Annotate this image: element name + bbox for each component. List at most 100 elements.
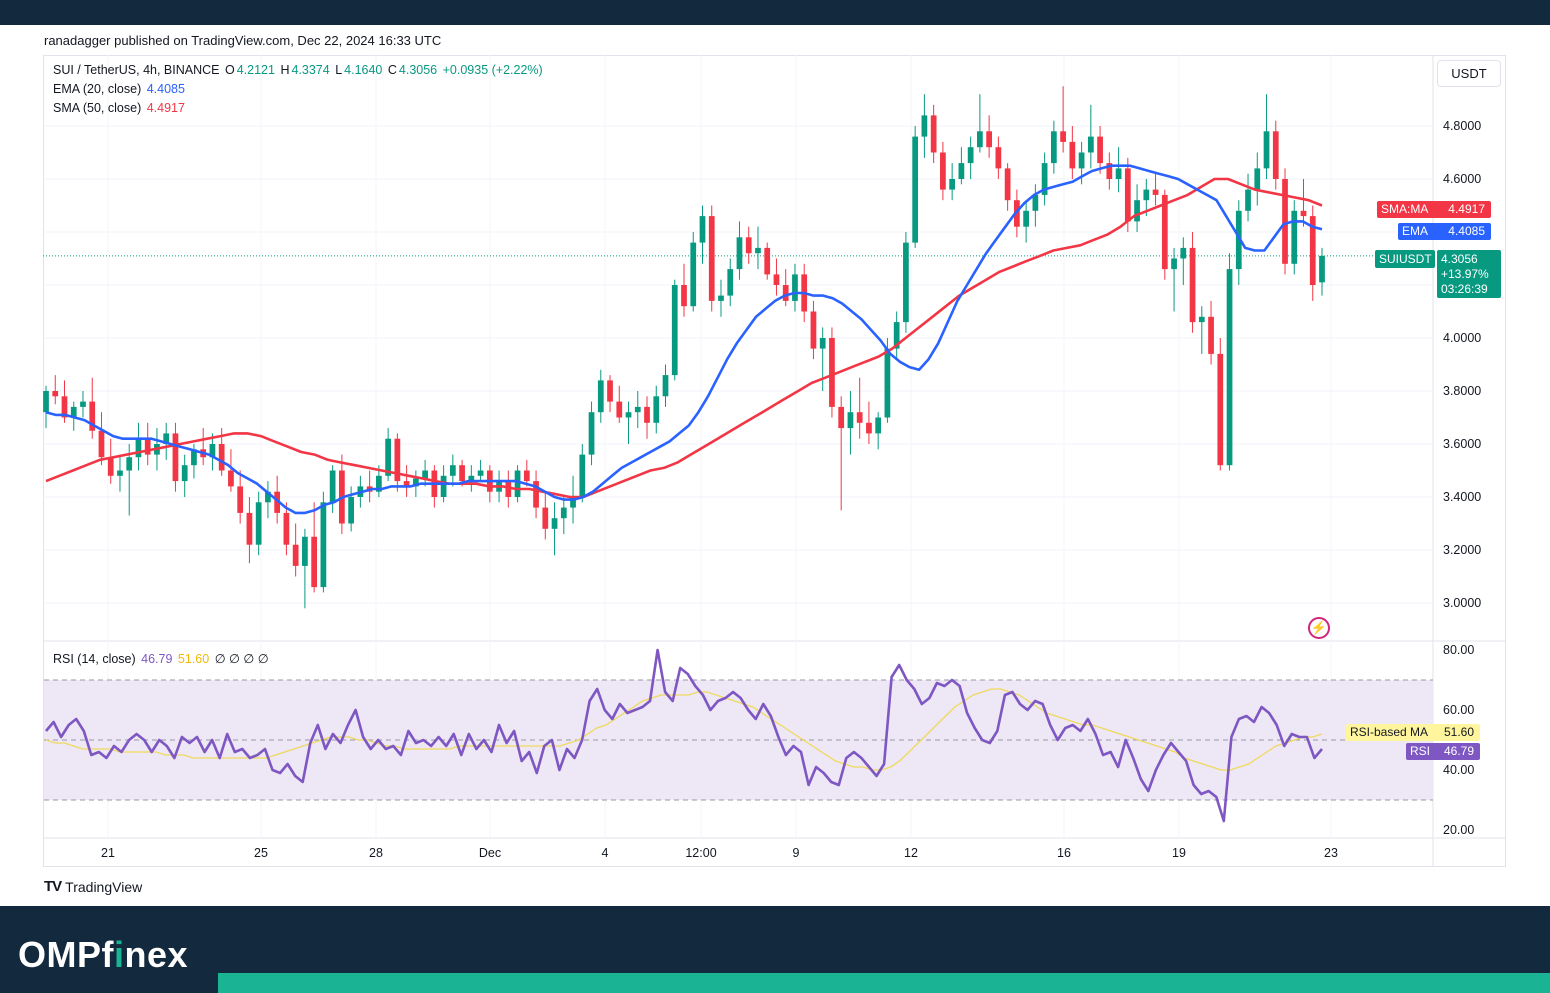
candle — [1087, 136, 1094, 153]
candle — [1014, 200, 1020, 227]
candle — [1180, 247, 1187, 259]
candle — [1060, 131, 1066, 142]
legend-change: +0.0935 (+2.22%) — [442, 63, 543, 77]
footer-stripe — [218, 973, 1550, 993]
candle — [1226, 269, 1233, 466]
candle — [311, 536, 318, 588]
rsi-legend[interactable]: RSI (14, close) 46.79 51.60 ∅ ∅ ∅ ∅ — [53, 652, 269, 666]
candle — [995, 147, 1002, 169]
candle — [98, 430, 105, 458]
candle — [856, 412, 863, 423]
rsi-tick-label: 60.00 — [1443, 703, 1474, 717]
candle — [607, 380, 613, 402]
candle — [718, 295, 724, 301]
rsi-tag: RSI 46.79 — [1406, 743, 1480, 760]
candle — [320, 502, 327, 588]
candle — [376, 475, 382, 492]
candle — [829, 338, 835, 407]
tv-logo-icon: TV — [44, 878, 62, 895]
sma-legend[interactable]: SMA (50, close) 4.4917 — [53, 101, 185, 115]
rsi-tick-label: 20.00 — [1443, 823, 1474, 837]
candle — [107, 457, 114, 476]
candle — [1171, 258, 1177, 270]
candle — [708, 216, 715, 301]
time-tick-label: 28 — [369, 846, 383, 860]
tradingview-logo[interactable]: TV TradingView — [44, 878, 143, 895]
candle — [810, 311, 817, 349]
ema-legend[interactable]: EMA (20, close) 4.4085 — [53, 82, 185, 96]
candle — [1208, 316, 1214, 354]
candle — [866, 422, 872, 434]
candle — [579, 454, 586, 497]
candle — [958, 163, 965, 179]
candle — [773, 274, 780, 285]
candle — [616, 401, 623, 418]
candle — [1050, 131, 1057, 164]
ema-20-line — [45, 164, 1323, 515]
candle — [884, 348, 891, 418]
candle — [172, 433, 179, 482]
candle — [1245, 189, 1251, 211]
candle — [385, 438, 391, 476]
candle — [1235, 210, 1242, 270]
sma-legend-value: 4.4917 — [146, 101, 185, 115]
candle — [1189, 247, 1196, 323]
candle — [246, 512, 253, 545]
chart-frame — [43, 55, 1506, 867]
candle — [514, 470, 521, 497]
candle — [163, 433, 170, 444]
candle — [597, 380, 604, 413]
candle — [699, 216, 706, 243]
rsi-ma-legend-value: 51.60 — [177, 652, 210, 666]
candle — [1198, 316, 1205, 323]
price-tick-label: 3.0000 — [1443, 596, 1481, 610]
candle — [70, 406, 77, 418]
candle — [588, 412, 595, 455]
candle — [949, 179, 956, 190]
candle — [542, 507, 549, 529]
candle — [523, 470, 530, 482]
rsi-legend-value: 46.79 — [141, 652, 173, 666]
ema-price-tag: EMA 4.4085 — [1398, 223, 1491, 240]
top-bar — [0, 0, 1550, 25]
candle — [634, 406, 641, 413]
candle — [422, 470, 428, 479]
candle — [792, 274, 798, 301]
candle — [80, 401, 86, 407]
currency-button[interactable]: USDT — [1437, 60, 1501, 87]
candle — [903, 242, 909, 323]
candle — [977, 131, 983, 148]
candle — [625, 412, 632, 418]
price-tick-label: 4.0000 — [1443, 331, 1481, 345]
sma-50-line — [45, 177, 1323, 499]
ompfinex-logo[interactable]: OMPfinex — [18, 934, 189, 975]
candle — [1282, 179, 1288, 264]
candle — [755, 247, 761, 254]
candle — [292, 544, 299, 566]
price-tick-label: 4.6000 — [1443, 172, 1481, 186]
sma-price-tag: SMA:MA 4.4917 — [1377, 201, 1491, 218]
candle — [727, 269, 734, 296]
candle — [135, 438, 142, 458]
published-info: ranadagger published on TradingView.com,… — [44, 33, 442, 48]
candle — [1124, 168, 1131, 222]
candle — [930, 115, 937, 153]
candle — [653, 396, 660, 423]
time-tick-label: 25 — [254, 846, 268, 860]
candle — [1152, 189, 1159, 195]
legend-close: 4.3056 — [398, 63, 438, 77]
candle — [671, 285, 678, 376]
price-tick-label: 3.2000 — [1443, 543, 1481, 557]
candle — [255, 502, 262, 545]
candle — [940, 152, 946, 190]
legend-symbol: SUI / TetherUS, 4h, BINANCE — [53, 63, 220, 77]
candle — [52, 391, 59, 397]
candle — [533, 481, 539, 508]
time-tick-label: 21 — [101, 846, 115, 860]
flash-icon[interactable]: ⚡ — [1308, 617, 1330, 639]
candle — [117, 470, 123, 476]
candle — [1300, 210, 1307, 217]
candle — [181, 465, 188, 482]
candle — [126, 457, 133, 471]
